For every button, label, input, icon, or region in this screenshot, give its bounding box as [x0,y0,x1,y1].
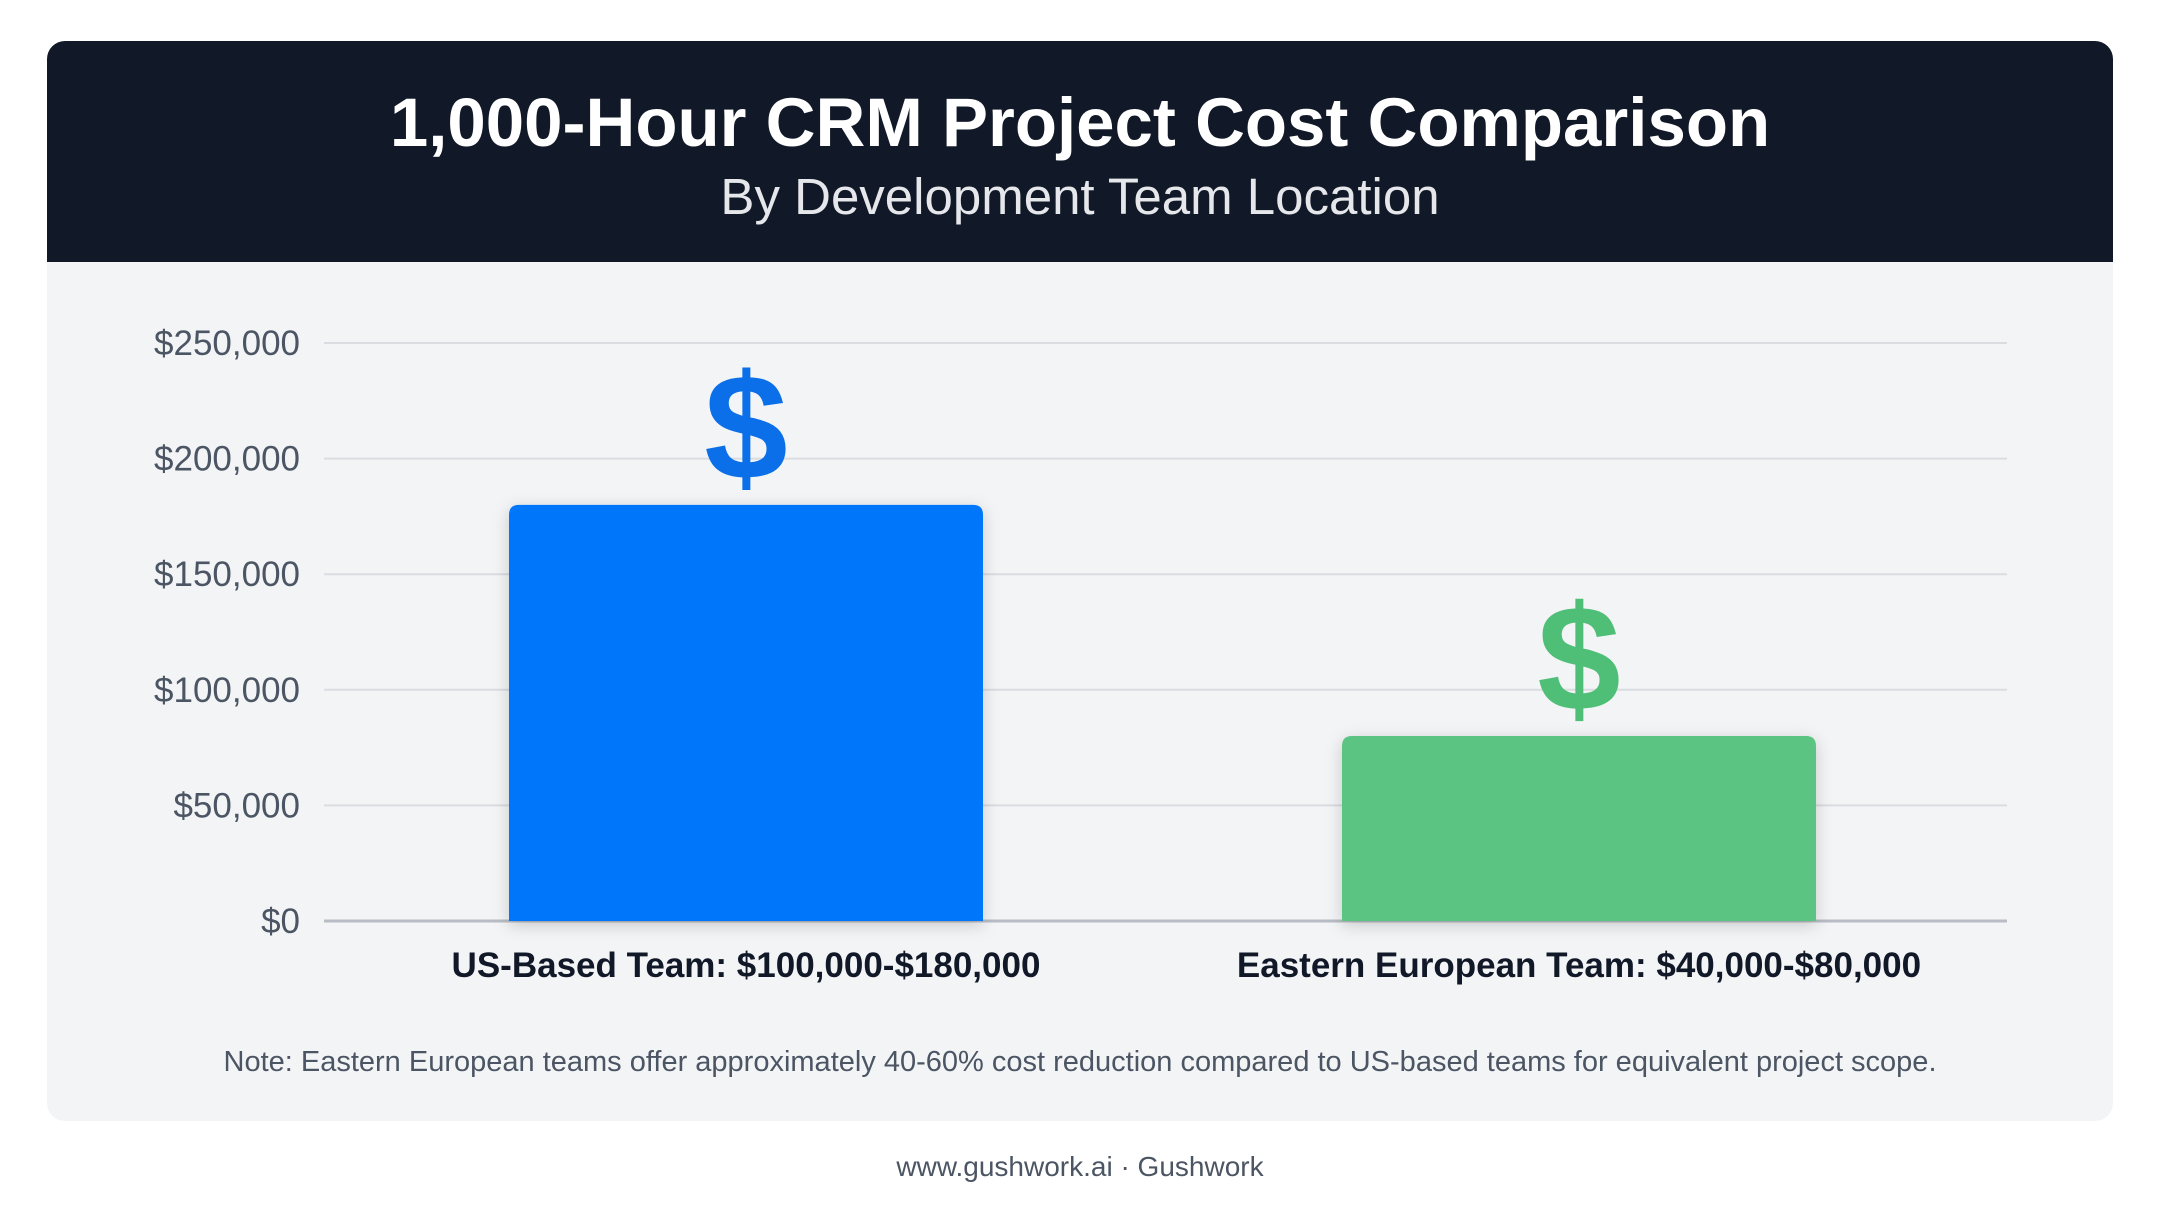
chart-note: Note: Eastern European teams offer appro… [223,1046,1937,1078]
y-tick-label: $150,000 [154,555,300,594]
footer-credit: www.gushwork.ai · Gushwork [896,1151,1264,1182]
dollar-icon: $ [1537,574,1620,742]
y-tick-label: $250,000 [154,324,300,363]
x-category-label: US-Based Team: $100,000-$180,000 [452,946,1041,985]
bar-eastern-european-team [1342,736,1816,921]
chart-header: 1,000-Hour CRM Project Cost Comparison B… [47,41,2113,262]
y-tick-label: $200,000 [154,440,300,479]
bar-us-based-team [509,504,983,921]
chart-card: 1,000-Hour CRM Project Cost Comparison B… [47,41,2113,1121]
y-tick-label: $100,000 [154,671,300,710]
y-tick-label: $0 [261,902,300,941]
chart-title: 1,000-Hour CRM Project Cost Comparison [389,84,1771,161]
chart-subtitle: By Development Team Location [720,168,1440,225]
bar-chart: $0 $50,000 $100,000 $150,000 $200,000 $250,00… [154,324,2007,985]
x-category-label: Eastern European Team: $40,000-$80,000 [1237,946,1921,985]
y-tick-label: $50,000 [173,786,300,825]
dollar-icon: $ [704,343,787,511]
